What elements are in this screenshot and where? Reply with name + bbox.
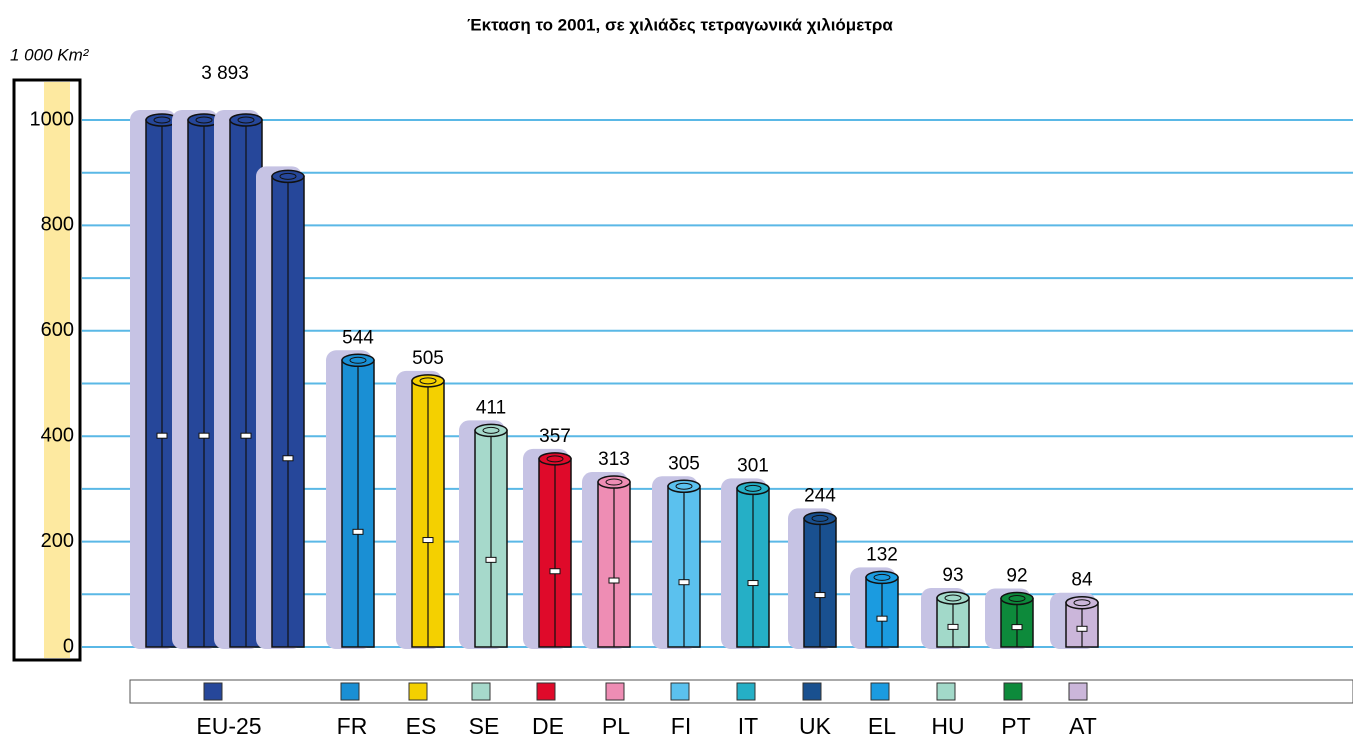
bar-tag: [241, 433, 251, 438]
legend-swatch: [409, 683, 427, 700]
legend-swatch: [606, 683, 624, 700]
bar-cap: [598, 476, 630, 488]
bar-cap: [539, 453, 571, 465]
legend-swatch: [537, 683, 555, 700]
bar-tag: [948, 624, 958, 629]
bar-cap: [668, 480, 700, 492]
value-label: 132: [866, 544, 898, 565]
value-label: 505: [412, 348, 444, 369]
bar-cap: [272, 170, 304, 182]
value-label: 357: [539, 426, 571, 447]
x-tick-label: ES: [406, 713, 437, 739]
x-tick-label: FR: [337, 713, 368, 739]
x-tick-label: HU: [931, 713, 964, 739]
value-label: 93: [942, 565, 963, 586]
y-tick-label: 600: [41, 319, 74, 341]
x-tick-label: PT: [1001, 713, 1030, 739]
legend-swatch: [937, 683, 955, 700]
legend-swatch: [1069, 683, 1087, 700]
bar-tag: [1012, 625, 1022, 630]
value-label: 313: [598, 449, 630, 470]
value-label: 544: [342, 327, 374, 348]
bar-cap: [230, 114, 262, 126]
x-tick-label: EU-25: [196, 713, 261, 739]
value-label: 84: [1071, 570, 1093, 591]
bar-tag: [679, 580, 689, 585]
bar-cap: [804, 512, 836, 524]
bar-tag: [1077, 626, 1087, 631]
legend-swatch: [1004, 683, 1022, 700]
bar-cap: [412, 375, 444, 387]
value-label: 92: [1006, 566, 1027, 587]
bar-tag: [815, 593, 825, 598]
bar-tag: [877, 616, 887, 621]
bar-cap: [737, 482, 769, 494]
chart: Έκταση το 2001, σε χιλιάδες τετραγωνικά …: [0, 0, 1353, 748]
bar-tag: [283, 456, 293, 461]
value-label: 3 893: [201, 63, 249, 84]
bar-tag: [609, 578, 619, 583]
bar-tag: [353, 529, 363, 534]
page: {"chart_data": {"type": "bar", "title": …: [0, 0, 1353, 753]
value-label: 305: [668, 453, 700, 474]
bar-tag: [748, 581, 758, 586]
chart-title: Έκταση το 2001, σε χιλιάδες τετραγωνικά …: [467, 15, 893, 34]
y-axis-stripe: [44, 82, 70, 658]
x-tick-label: DE: [532, 713, 564, 739]
bar-cap: [342, 354, 374, 366]
legend-swatch: [737, 683, 755, 700]
value-label: 301: [737, 455, 769, 476]
bar-cap: [937, 592, 969, 604]
y-tick-label: 0: [63, 635, 74, 657]
bar-tag: [157, 433, 167, 438]
y-tick-label: 400: [41, 424, 74, 446]
bar-tag: [550, 569, 560, 574]
value-label: 244: [804, 485, 836, 506]
bar-cap: [475, 424, 507, 436]
bar-cap: [866, 571, 898, 583]
value-label: 411: [476, 397, 506, 418]
bar-tag: [486, 557, 496, 562]
x-tick-label: AT: [1069, 713, 1097, 739]
legend-swatch: [803, 683, 821, 700]
x-tick-label: UK: [799, 713, 832, 739]
x-tick-label: PL: [602, 713, 630, 739]
legend-swatch: [204, 683, 222, 700]
legend-swatch: [671, 683, 689, 700]
legend-swatch: [871, 683, 889, 700]
y-axis-unit: 1 000 Km²: [10, 45, 90, 64]
x-tick-label: SE: [469, 713, 500, 739]
bar-cap: [1001, 593, 1033, 605]
bar-tag: [423, 538, 433, 543]
x-tick-label: EL: [868, 713, 896, 739]
legend-swatch: [341, 683, 359, 700]
y-tick-label: 200: [41, 530, 74, 552]
x-tick-label: FI: [671, 713, 691, 739]
legend-swatch: [472, 683, 490, 700]
bar-tag: [199, 433, 209, 438]
y-tick-label: 800: [41, 214, 74, 236]
y-tick-label: 1000: [30, 108, 75, 130]
bar-cap: [1066, 597, 1098, 609]
x-tick-label: IT: [738, 713, 758, 739]
